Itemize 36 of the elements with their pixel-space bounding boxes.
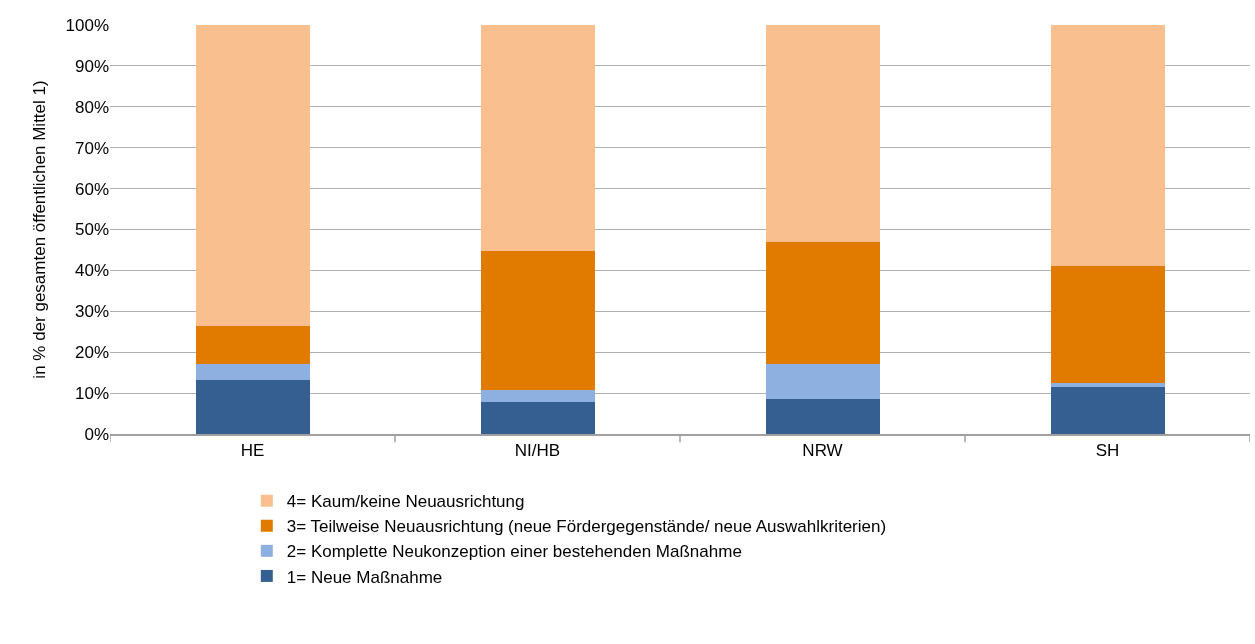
bar bbox=[765, 25, 880, 243]
y-tick-label: 30% bbox=[74, 302, 109, 322]
y-tick-label: 0% bbox=[84, 424, 109, 444]
legend-label: 2= Komplette Neukonzeption einer bestehenden Maßnahme bbox=[286, 542, 742, 562]
bar bbox=[1050, 265, 1165, 384]
y-tick-label: 90% bbox=[74, 56, 109, 76]
bar bbox=[765, 398, 880, 434]
y-tick-label: 50% bbox=[74, 220, 109, 240]
bar bbox=[195, 380, 310, 434]
bar bbox=[480, 401, 595, 434]
x-tick-label: HE bbox=[240, 441, 265, 461]
legend-label: 3= Teilweise Neuausrichtung (neue Fördergegenstände/ neue Auswahlkriterien) bbox=[286, 517, 887, 537]
y-tick-label: 60% bbox=[74, 179, 109, 199]
y-axis-title: in % der gesamten öffentlichen Mittel 1) bbox=[30, 80, 50, 379]
legend-label: 4= Kaum/keine Neuausrichtung bbox=[286, 492, 525, 512]
y-tick-label: 80% bbox=[74, 97, 109, 117]
bar bbox=[480, 389, 595, 402]
y-tick-label: 10% bbox=[74, 384, 109, 404]
bar bbox=[195, 25, 310, 327]
bar bbox=[480, 25, 595, 251]
bar bbox=[1050, 25, 1165, 266]
bar bbox=[195, 364, 310, 381]
x-tick-label: NRW bbox=[802, 441, 843, 461]
bar bbox=[1050, 386, 1165, 434]
bar bbox=[765, 242, 880, 365]
bar bbox=[765, 364, 880, 399]
x-tick-label: SH bbox=[1095, 441, 1120, 461]
legend-label: 1= Neue Maßnahme bbox=[286, 567, 443, 587]
bar bbox=[480, 250, 595, 390]
y-tick-label: 70% bbox=[74, 138, 109, 158]
bar bbox=[195, 326, 310, 365]
x-tick-label: NI/HB bbox=[514, 441, 561, 461]
bar bbox=[1050, 383, 1165, 387]
y-tick-label: 20% bbox=[74, 343, 109, 363]
y-tick-label: 40% bbox=[74, 261, 109, 281]
y-tick-label: 100% bbox=[65, 15, 109, 35]
